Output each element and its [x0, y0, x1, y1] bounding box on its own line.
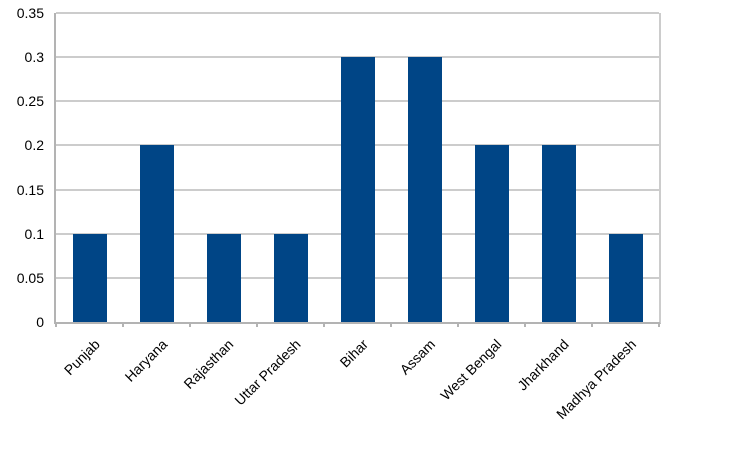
y-tick-label: 0.25	[16, 93, 44, 110]
y-tick-label: 0.3	[24, 49, 44, 66]
bar-madhya-pradesh	[608, 233, 643, 322]
x-tick	[55, 322, 57, 327]
x-tick	[390, 322, 392, 327]
x-tick	[189, 322, 191, 327]
bar-assam	[407, 57, 442, 322]
y-tick-label: 0.05	[16, 269, 44, 286]
x-tick	[658, 322, 660, 327]
x-category-label: Jharkhand	[514, 336, 572, 394]
bar-rajasthan	[206, 233, 241, 322]
x-category-label: Assam	[396, 336, 438, 378]
bar-bihar	[340, 57, 375, 322]
bar-west-bengal	[474, 145, 509, 322]
x-tick	[122, 322, 124, 327]
y-tick-label: 0.1	[24, 225, 44, 242]
x-tick	[457, 322, 459, 327]
y-tick-label: 0.35	[16, 5, 44, 21]
x-tick	[256, 322, 258, 327]
bar-punjab	[72, 233, 107, 322]
x-tick	[591, 322, 593, 327]
x-tick	[323, 322, 325, 327]
bar-uttar-pradesh	[273, 233, 308, 322]
y-tick-label: 0.15	[16, 181, 44, 198]
x-category-label: Uttar Pradesh	[231, 336, 304, 409]
y-axis-labels: 0 0.05 0.1 0.15 0.2 0.25 0.3 0.35	[0, 5, 44, 343]
x-category-label: West Bengal	[437, 336, 505, 404]
y-tick-label: 0.2	[24, 137, 44, 154]
x-category-label: Rajasthan	[180, 336, 237, 392]
x-category-label: Punjab	[60, 336, 103, 379]
x-tick	[524, 322, 526, 327]
y-tick-label: 0	[36, 314, 44, 330]
bar-jharkhand	[541, 145, 576, 322]
x-category-label: Haryana	[121, 336, 170, 385]
plot-area	[54, 12, 661, 327]
gridline	[56, 12, 659, 14]
x-axis-labels: Punjab Haryana Rajasthan Uttar Pradesh Bihar…	[54, 336, 657, 461]
x-category-label: Bihar	[336, 336, 371, 371]
gridline	[56, 56, 659, 59]
bar-haryana	[139, 145, 174, 322]
